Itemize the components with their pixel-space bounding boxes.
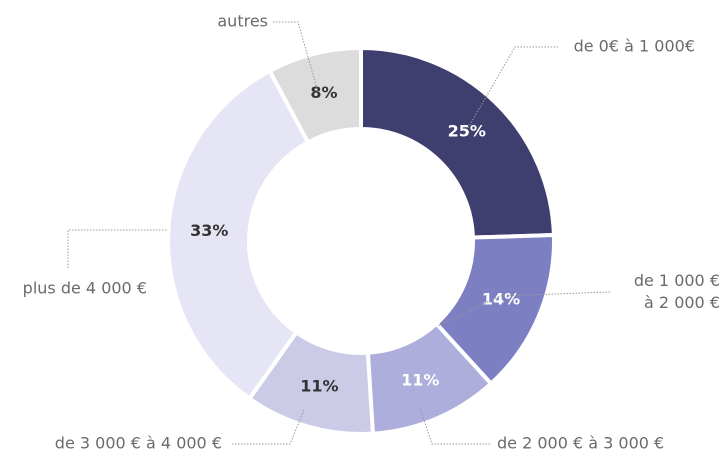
percent-label: 8% <box>310 83 337 102</box>
leader-line <box>437 291 611 327</box>
percent-label: 33% <box>190 221 228 240</box>
category-label: de 1 000 € à 2 000 € <box>634 271 720 312</box>
category-label: autres <box>217 12 268 31</box>
donut-segment <box>166 68 311 402</box>
leader-line <box>273 21 319 93</box>
category-label: de 2 000 € à 3 000 € <box>497 434 664 453</box>
category-label: de 0€ à 1 000€ <box>574 37 695 56</box>
percent-label: 14% <box>482 290 520 309</box>
donut-segment <box>266 45 363 146</box>
category-label: plus de 4 000 € <box>23 279 147 298</box>
leader-line <box>232 409 305 445</box>
category-label: de 3 000 € à 4 000 € <box>55 434 222 453</box>
percent-label: 11% <box>401 370 439 389</box>
donut-segment <box>359 45 556 240</box>
leader-line <box>467 46 558 129</box>
percent-label: 11% <box>300 377 338 396</box>
leader-line <box>419 407 490 445</box>
leader-line <box>67 229 168 268</box>
percent-label: 25% <box>448 121 486 140</box>
